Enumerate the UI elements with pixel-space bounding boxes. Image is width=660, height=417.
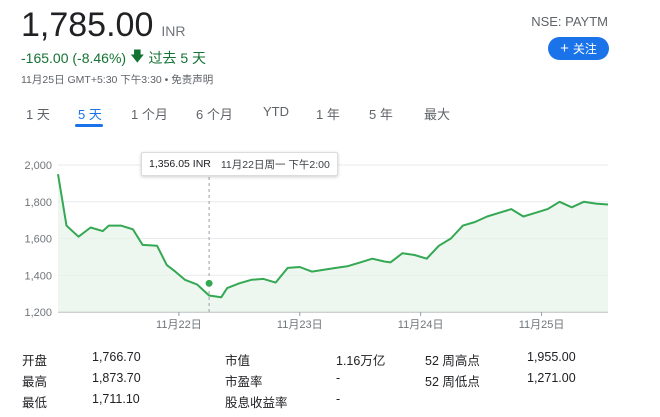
y-tick-label: 1,600	[24, 234, 52, 246]
stats-row: 最高 1,873.70 市盈率 - 52 周低点 1,271.00	[22, 371, 642, 389]
tab-max[interactable]: 最大	[424, 107, 451, 122]
x-tick-label: 11月24日	[398, 319, 444, 331]
y-tick-label: 1,200	[24, 307, 52, 319]
stat-value-market-cap: 1.16万亿	[336, 354, 386, 368]
stat-label-high: 最高	[22, 375, 48, 389]
arrow-down-icon: 🡇	[130, 48, 145, 64]
stat-label-dividend-yield: 股息收益率	[225, 396, 288, 410]
stat-value-pe-ratio: -	[336, 371, 341, 385]
stat-label-market-cap: 市值	[225, 354, 251, 368]
stat-label-52w-low: 52 周低点	[425, 375, 480, 389]
follow-label: 关注	[572, 42, 597, 56]
x-tick-label: 11月25日	[519, 319, 565, 331]
price-change: -165.00 (-8.46%)	[21, 50, 127, 66]
stat-value-high: 1,873.70	[92, 371, 141, 385]
tab-ytd[interactable]: YTD	[263, 104, 289, 119]
stats-row: 开盘 1,766.70 市值 1.16万亿 52 周高点 1,955.00	[22, 350, 642, 368]
period-label: 过去 5 天	[148, 50, 207, 66]
y-tick-label: 1,800	[24, 197, 52, 209]
currency-label: INR	[161, 23, 186, 39]
stats-row: 最低 1,711.10 股息收益率 -	[22, 392, 642, 410]
stat-label-low: 最低	[22, 396, 48, 410]
chart-tooltip: 1,356.05 INR 11月22日周一 下午2:00	[141, 152, 338, 176]
y-tick-label: 1,400	[24, 270, 52, 282]
stat-value-52w-low: 1,271.00	[527, 371, 576, 385]
stat-label-pe-ratio: 市盈率	[225, 375, 263, 389]
stat-value-open: 1,766.70	[92, 350, 141, 364]
stat-label-open: 开盘	[22, 354, 48, 368]
tab-1-day[interactable]: 1 天	[26, 107, 50, 122]
tab-6-month[interactable]: 6 个月	[196, 107, 233, 122]
current-price: 1,785.00	[21, 6, 154, 44]
ticker-symbol: NSE: PAYTM	[531, 14, 608, 29]
timestamp-disclaimer: 11月25日 GMT+5:30 下午3:30 • 免责声明	[21, 74, 214, 86]
x-tick-label: 11月23日	[277, 319, 323, 331]
tab-1-month[interactable]: 1 个月	[131, 107, 168, 122]
stat-label-52w-high: 52 周高点	[425, 354, 480, 368]
plus-icon: +	[560, 40, 569, 57]
price-change-row: -165.00 (-8.46%) 🡇 过去 5 天	[21, 46, 206, 70]
tab-1-year[interactable]: 1 年	[316, 107, 340, 122]
stat-value-52w-high: 1,955.00	[527, 350, 576, 364]
tooltip-date: 11月22日周一 下午2:00	[220, 158, 330, 171]
y-tick-label: 2,000	[24, 160, 52, 172]
active-tab-underline	[75, 124, 103, 127]
price-line	[57, 174, 609, 299]
tab-5-year[interactable]: 5 年	[369, 107, 393, 122]
stat-value-dividend-yield: -	[336, 392, 341, 406]
hover-point	[204, 278, 214, 288]
x-tick-label: 11月22日	[156, 319, 202, 331]
price-row: 1,785.00 INR	[21, 6, 185, 45]
follow-button[interactable]: + 关注	[548, 37, 609, 60]
price-area	[58, 174, 608, 312]
tooltip-value: 1,356.05 INR	[149, 158, 211, 170]
stat-value-low: 1,711.10	[92, 392, 140, 406]
tab-5-day[interactable]: 5 天	[78, 107, 102, 122]
